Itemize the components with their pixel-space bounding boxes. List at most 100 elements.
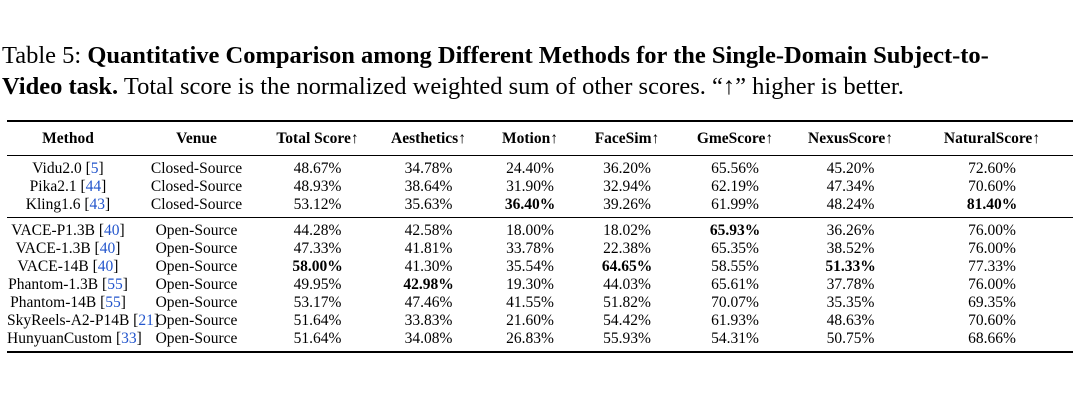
score-cell: 48.67%: [293, 160, 342, 177]
score-cell: 42.98%: [403, 276, 454, 293]
table-caption: Table 5: Quantitative Comparison among D…: [2, 40, 1078, 102]
venue-cell: Closed-Source: [150, 196, 243, 213]
method-name: VACE-14B: [17, 258, 89, 275]
score-cell: 47.34%: [826, 178, 875, 195]
score-cell: 42.58%: [404, 222, 453, 239]
score-cell: 58.55%: [711, 258, 759, 275]
score-cell: 48.63%: [826, 312, 875, 329]
table-rule: [7, 217, 1073, 218]
table-row: Phantom-14B [55] Open-Source 53.17% 47.46% 4…: [7, 294, 1073, 312]
score-cell: 50.75%: [826, 330, 875, 347]
citation-link[interactable]: 5: [90, 160, 99, 177]
score-cell: 33.78%: [506, 240, 554, 257]
caption-line-2: Video task. Total score is the normalize…: [2, 71, 1078, 102]
score-cell: 35.35%: [826, 294, 875, 311]
score-cell: 41.30%: [404, 258, 453, 275]
method-cell: Phantom-1.3B [55]: [8, 276, 128, 293]
method-cell: VACE-14B [40]: [17, 258, 119, 275]
score-cell: 37.78%: [826, 276, 875, 293]
method-cell: Pika2.1 [44]: [29, 178, 107, 195]
caption-title: Quantitative Comparison among Different …: [87, 42, 989, 69]
table-row: Kling1.6 [43] Closed-Source 53.12% 35.63% 36…: [7, 196, 1073, 218]
score-cell: 19.30%: [506, 276, 554, 293]
score-cell: 70.60%: [968, 312, 1016, 329]
column-header: Method: [42, 129, 94, 147]
score-cell: 70.60%: [968, 178, 1016, 195]
score-cell: 26.83%: [506, 330, 554, 347]
score-cell: 51.64%: [293, 312, 342, 329]
header-row: Method Venue Total Score↑ Aesthetics↑ Motion…: [7, 122, 1073, 156]
table-top-rule: [7, 120, 1073, 122]
table-header: Method Venue Total Score↑ Aesthetics↑ Motion…: [7, 122, 1073, 156]
column-header: Aesthetics↑: [391, 129, 466, 147]
score-cell: 34.78%: [404, 160, 453, 177]
column-header: GmeScore↑: [696, 129, 774, 147]
score-cell: 69.35%: [968, 294, 1016, 311]
score-cell: 53.12%: [293, 196, 342, 213]
table-row: VACE-P1.3B [40] Open-Source 44.28% 42.58% 18…: [7, 218, 1073, 240]
column-header: NaturalScore↑: [943, 129, 1041, 147]
method-cell: VACE-P1.3B [40]: [11, 222, 125, 239]
table-row: Phantom-1.3B [55] Open-Source 49.95% 42.98%…: [7, 276, 1073, 294]
citation-link[interactable]: 33: [121, 330, 137, 347]
score-cell: 51.33%: [825, 258, 876, 275]
score-cell: 44.03%: [603, 276, 651, 293]
score-cell: 54.31%: [711, 330, 759, 347]
method-name: Kling1.6: [25, 196, 81, 213]
score-cell: 33.83%: [404, 312, 453, 329]
score-cell: 36.20%: [603, 160, 651, 177]
method-name: Pika2.1: [29, 178, 77, 195]
citation-link[interactable]: 40: [97, 258, 114, 275]
column-header: Total Score↑: [276, 129, 359, 147]
score-cell: 35.54%: [506, 258, 554, 275]
table-row: VACE-14B [40] Open-Source 58.00% 41.30% 35.5…: [7, 258, 1073, 276]
venue-cell: Open-Source: [155, 294, 238, 311]
score-cell: 64.65%: [601, 258, 653, 275]
score-cell: 35.63%: [404, 196, 453, 213]
score-cell: 51.82%: [603, 294, 651, 311]
score-cell: 41.55%: [506, 294, 554, 311]
score-cell: 77.33%: [968, 258, 1016, 275]
caption-text: Total score is the normalized weighted s…: [123, 73, 904, 100]
citation-link[interactable]: 40: [104, 222, 120, 239]
method-name: Vidu2.0: [32, 160, 82, 177]
method-name: VACE-P1.3B: [11, 222, 95, 239]
column-header: Motion↑: [502, 129, 558, 147]
venue-cell: Open-Source: [155, 276, 238, 293]
score-cell: 36.40%: [504, 196, 556, 213]
score-cell: 45.20%: [826, 160, 875, 177]
citation-link[interactable]: 43: [89, 196, 106, 213]
method-cell: Phantom-14B [55]: [10, 294, 126, 311]
score-cell: 47.33%: [293, 240, 342, 257]
venue-cell: Open-Source: [155, 240, 238, 257]
citation-link[interactable]: 55: [105, 294, 121, 311]
citation-link[interactable]: 40: [99, 240, 116, 257]
score-cell: 62.19%: [711, 178, 759, 195]
score-cell: 76.00%: [968, 240, 1016, 257]
score-cell: 38.52%: [826, 240, 875, 257]
score-cell: 44.28%: [293, 222, 342, 239]
score-cell: 21.60%: [506, 312, 554, 329]
table-row: Pika2.1 [44] Closed-Source 48.93% 38.64% 31.…: [7, 178, 1073, 196]
table-row: SkyReels-A2-P14B [21] Open-Source 51.64% 33…: [7, 312, 1073, 330]
score-cell: 72.60%: [968, 160, 1016, 177]
method-name: Phantom-14B: [10, 294, 97, 311]
score-cell: 61.93%: [711, 312, 759, 329]
score-cell: 22.38%: [603, 240, 651, 257]
method-name: Phantom-1.3B: [8, 276, 99, 293]
citation-link[interactable]: 44: [85, 178, 102, 195]
method-name: HunyuanCustom: [7, 330, 113, 347]
caption-title-cont: Video task.: [2, 73, 119, 100]
score-cell: 61.99%: [711, 196, 759, 213]
score-cell: 65.61%: [711, 276, 759, 293]
score-cell: 65.56%: [711, 160, 759, 177]
method-cell: HunyuanCustom [33]: [7, 330, 142, 347]
method-cell: Kling1.6 [43]: [25, 196, 111, 213]
results-table-wrapper: Method Venue Total Score↑ Aesthetics↑ Motion…: [7, 120, 1073, 353]
citation-link[interactable]: 55: [107, 276, 123, 293]
table-row: HunyuanCustom [33] Open-Source 51.64% 34.08…: [7, 330, 1073, 351]
citation-link[interactable]: 21: [138, 312, 154, 329]
venue-cell: Closed-Source: [150, 160, 243, 177]
score-cell: 24.40%: [506, 160, 554, 177]
table-row: VACE-1.3B [40] Open-Source 47.33% 41.81% 33.…: [7, 240, 1073, 258]
